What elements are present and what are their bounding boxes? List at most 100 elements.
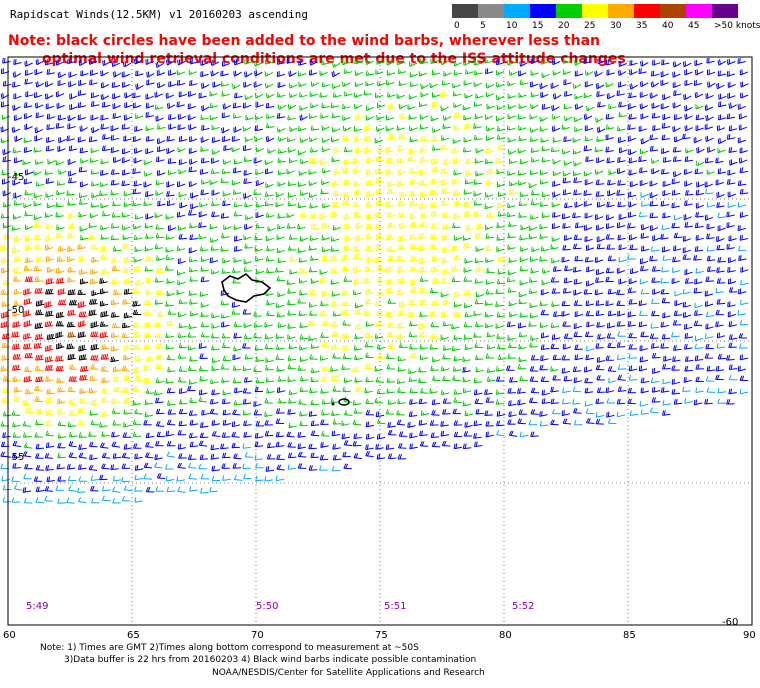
wind-barb xyxy=(385,115,395,121)
wind-barb xyxy=(595,364,605,371)
wind-barb xyxy=(387,255,397,262)
wind-barb xyxy=(728,374,738,381)
wind-barb xyxy=(429,287,439,294)
wind-barb xyxy=(66,343,75,350)
wind-barb xyxy=(564,90,573,97)
legend-label-1: 5 xyxy=(480,21,486,31)
wind-barb xyxy=(200,311,209,317)
wind-barb xyxy=(352,245,362,252)
wind-barb xyxy=(627,398,636,405)
wind-barb xyxy=(187,454,197,460)
wind-barb xyxy=(211,200,220,207)
wind-barb xyxy=(365,115,375,121)
wind-barb xyxy=(166,181,175,188)
wind-barb xyxy=(24,224,34,231)
wind-barb xyxy=(583,92,592,99)
wind-barb xyxy=(320,113,329,119)
wind-barb xyxy=(321,410,330,416)
wind-barb xyxy=(605,146,614,153)
kerguelen-islands xyxy=(221,272,350,406)
wind-barb xyxy=(540,355,549,362)
wind-barb xyxy=(45,192,54,198)
wind-barb xyxy=(289,389,298,396)
wind-barb xyxy=(308,180,317,187)
wind-barb xyxy=(705,323,714,330)
wind-barb xyxy=(617,234,626,241)
wind-barb xyxy=(628,201,637,208)
wind-barb xyxy=(573,377,583,384)
wind-barb xyxy=(551,301,560,307)
wind-barb xyxy=(134,266,143,273)
wind-barb xyxy=(266,388,275,394)
wind-barb xyxy=(13,300,23,307)
wind-barb xyxy=(618,257,627,263)
wind-barb xyxy=(44,234,54,242)
wind-barb xyxy=(507,93,516,99)
wind-barb xyxy=(330,255,340,261)
wind-barb xyxy=(113,156,122,163)
wind-barb xyxy=(364,146,373,154)
wind-barb xyxy=(321,320,331,327)
wind-barb xyxy=(474,233,484,239)
wind-barb xyxy=(188,473,197,480)
wind-barb xyxy=(353,180,362,188)
wind-barb xyxy=(110,299,120,306)
legend-label-9: 45 xyxy=(688,21,700,31)
legend-swatch-5 xyxy=(582,4,608,18)
wind-barb xyxy=(707,146,716,153)
wind-barb xyxy=(309,91,318,97)
wind-barb xyxy=(617,310,626,317)
wind-barb xyxy=(275,431,285,438)
wind-barb xyxy=(121,387,131,393)
wind-barb xyxy=(561,213,571,220)
wind-barb xyxy=(738,255,747,261)
wind-barb xyxy=(78,344,87,352)
wind-barb xyxy=(727,58,736,65)
wind-barb xyxy=(287,115,296,121)
wind-barb xyxy=(211,149,221,155)
wind-barb xyxy=(605,223,615,230)
wind-barb xyxy=(111,278,121,285)
wind-barb xyxy=(243,178,252,184)
wind-barb xyxy=(211,189,220,196)
wind-barb xyxy=(100,93,110,101)
wind-barb xyxy=(89,454,98,461)
wind-barb xyxy=(638,321,648,328)
wind-barb xyxy=(660,71,669,78)
wind-barb xyxy=(453,397,462,403)
wind-barb xyxy=(122,234,131,241)
wind-barb xyxy=(188,210,197,216)
wind-barb xyxy=(199,291,209,297)
wind-barb xyxy=(11,410,21,416)
wind-barb xyxy=(418,377,427,384)
wind-barb xyxy=(200,302,209,308)
wind-barb xyxy=(618,101,627,108)
wind-barb xyxy=(332,83,341,90)
wind-barb xyxy=(177,124,186,131)
wind-barb xyxy=(330,102,340,109)
wind-barb xyxy=(487,344,496,350)
wind-barb xyxy=(496,222,505,228)
wind-barb xyxy=(134,355,144,362)
kerguelen-island-outline xyxy=(221,272,272,303)
wind-barb xyxy=(528,182,537,189)
wind-barb xyxy=(13,93,22,100)
wind-barb xyxy=(640,138,650,145)
wind-barb xyxy=(432,127,441,133)
wind-barb xyxy=(190,310,199,317)
wind-barb xyxy=(189,486,198,492)
wind-barb xyxy=(155,190,164,196)
wind-barb xyxy=(154,390,163,396)
wind-barb xyxy=(518,70,527,77)
wind-barb xyxy=(715,179,724,186)
wind-barb xyxy=(232,189,242,195)
wind-barb xyxy=(398,431,408,437)
wind-barb xyxy=(12,452,21,459)
wind-barb xyxy=(23,298,33,305)
wind-barb xyxy=(573,189,582,196)
legend-swatch-7 xyxy=(634,4,660,18)
wind-barb xyxy=(67,353,76,361)
wind-barb xyxy=(374,366,383,372)
wind-barb xyxy=(354,189,363,196)
wind-barb xyxy=(320,277,329,284)
